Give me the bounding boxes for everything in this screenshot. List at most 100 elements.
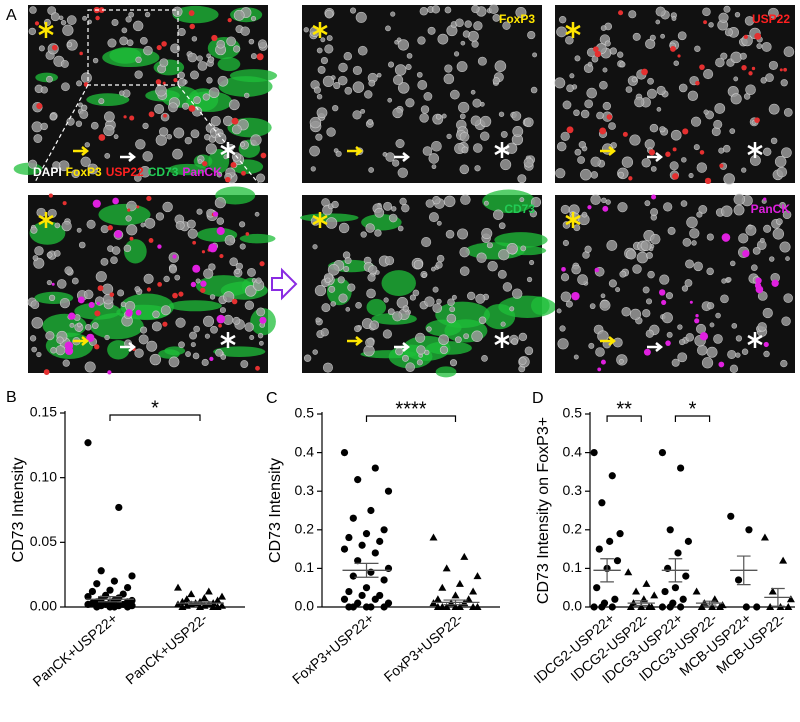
cell [670,129,682,141]
cell [673,60,679,66]
cell [632,264,642,274]
cell [444,6,452,14]
cell [436,298,442,305]
data-point [753,603,761,611]
y-tick-label: 0.2 [295,521,315,537]
cell [352,81,365,93]
asterisk-icon [747,142,763,158]
cell [596,111,604,120]
cell [190,70,199,80]
stain-dot [219,254,224,259]
cell [205,143,217,155]
cell [312,244,318,250]
data-point [692,587,701,595]
cell [387,97,393,103]
cell [696,345,708,356]
cell [405,98,415,108]
data-point [451,591,460,599]
data-point [598,499,606,507]
cell [479,115,492,128]
cell [36,207,46,218]
cell [355,11,367,23]
data-point [658,449,667,457]
cell [730,51,742,64]
cell [209,294,216,300]
cell [369,320,380,330]
stain-dot [754,32,762,40]
stain-dot [231,298,238,305]
cell [320,56,329,65]
cell [768,103,780,115]
cell [733,193,745,206]
y-tick-label: 0.4 [295,443,315,459]
cell [449,306,456,313]
cell [110,256,118,264]
stain-dot [245,232,250,236]
cell [529,210,537,218]
stain-dot [157,244,162,249]
cell [144,217,156,229]
cell [135,56,142,63]
cell [718,12,729,23]
asterisk-icon [312,22,328,38]
cell [475,293,486,304]
data-point [590,449,598,457]
cell [140,222,146,228]
cell [151,321,162,332]
cell [608,279,617,288]
error-bar [771,587,785,607]
significance-label: ** [616,398,632,420]
cell [394,64,407,76]
cell [256,307,266,317]
stain-region [168,163,207,176]
data-point [784,603,793,610]
stain-dot [94,310,101,317]
y-axis-title: CD73 Intensity [267,458,284,563]
cell [560,204,570,215]
cell [155,134,167,146]
cell [332,105,339,112]
cell [331,200,339,209]
cell [558,16,567,24]
cell [309,145,320,157]
cell [456,61,468,72]
cell [706,233,714,241]
cell [187,52,198,63]
cell [632,32,641,41]
cell [69,322,75,328]
cell [642,309,651,318]
stain-dot [704,177,712,185]
cell [182,102,190,110]
cell [481,227,493,240]
channel-label: USP22 [752,12,790,26]
cell [126,200,137,212]
cell [532,52,538,58]
cell [419,7,429,16]
cell [730,93,742,105]
data-point [200,601,209,609]
stain-dot [783,67,787,72]
cell [123,244,132,253]
cell [343,265,350,272]
cell [714,103,726,114]
cell [621,156,634,168]
cell [730,260,736,267]
cell [591,55,599,63]
cell [226,36,236,47]
cell [168,265,177,274]
cell [471,40,479,48]
stain-dot [146,287,152,292]
cell [577,274,588,285]
cell [254,211,260,217]
y-tick-label: 0.05 [30,533,57,549]
cell [250,16,257,22]
cell [314,284,327,297]
stain-dot [255,365,260,371]
cell [405,362,415,372]
cell [733,204,745,216]
cell [647,77,654,85]
stain-dot [107,225,113,231]
data-point [616,530,624,538]
cell [224,234,236,246]
cell [52,161,61,170]
